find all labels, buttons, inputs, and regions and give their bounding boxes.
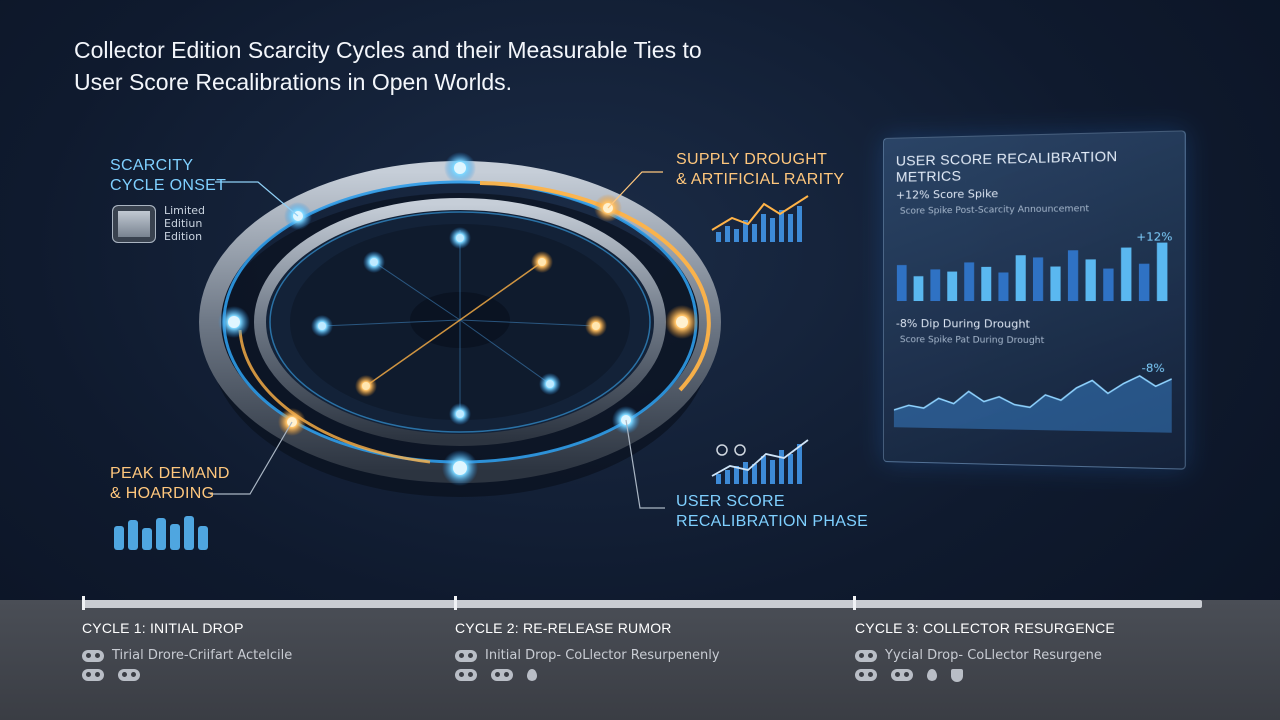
dip-subtitle: Score Spike Pat During Drought: [900, 335, 1044, 346]
crowd-hands-icon: [112, 512, 212, 552]
bar: [1139, 264, 1149, 301]
score-dip-area-chart: [894, 367, 1172, 433]
bar: [1086, 259, 1096, 301]
gamepad-icon: [891, 669, 913, 681]
area-fill: [894, 373, 1172, 433]
bar: [947, 272, 957, 301]
bar: [897, 265, 907, 301]
bar: [1121, 248, 1131, 302]
badge-line: Edition: [164, 230, 205, 243]
cycle-detail: Initial Drop- CoLlector Resurpenenly: [485, 648, 720, 663]
cycle-label: CYCLE 2: RE-RELEASE RUMOR: [455, 620, 720, 636]
gamepad-icon: [491, 669, 513, 681]
badge-line: Limited: [164, 204, 205, 217]
callout-line: SCARCITY: [110, 156, 226, 176]
callout-line: PEAK DEMAND: [110, 464, 230, 484]
gamepad-icon: [455, 669, 477, 681]
callout-supply-drought: SUPPLY DROUGHT & ARTIFICIAL RARITY: [676, 150, 844, 190]
timeline-tick: [82, 596, 85, 610]
growth-bars-icon: [712, 440, 808, 484]
panel-title: USER SCORE RECALIBRATION METRICS: [896, 146, 1185, 185]
bar: [1016, 255, 1026, 301]
gamepad-icon: [855, 650, 877, 662]
trend-bars-icon: [712, 196, 808, 242]
bar: [964, 262, 974, 301]
callout-line: SUPPLY DROUGHT: [676, 150, 844, 170]
callout-scarcity-onset: SCARCITY CYCLE ONSET: [110, 156, 226, 196]
bar: [1068, 250, 1078, 301]
gamepad-icon: [855, 669, 877, 681]
bar: [1033, 257, 1043, 301]
cycle-2: CYCLE 2: RE-RELEASE RUMOR Initial Drop- …: [455, 620, 720, 681]
timeline-bar: [82, 600, 1202, 608]
spike-heading: +12% Score Spike: [896, 187, 998, 202]
drop-icon: [927, 669, 937, 681]
timeline-tick: [853, 596, 856, 610]
drop-icon: [527, 669, 537, 681]
bar: [1050, 266, 1060, 301]
callout-line: & ARTIFICIAL RARITY: [676, 170, 844, 190]
cycle-label: CYCLE 1: INITIAL DROP: [82, 620, 292, 636]
callout-line: CYCLE ONSET: [110, 176, 226, 196]
cycle-1: CYCLE 1: INITIAL DROP Tirial Drore-Criif…: [82, 620, 292, 681]
limited-edition-badge: Limited Editiun Edition: [112, 204, 205, 243]
bar: [1103, 269, 1113, 301]
metrics-panel: USER SCORE RECALIBRATION METRICS +12% Sc…: [883, 130, 1186, 469]
badge-line: Editiun: [164, 217, 205, 230]
bar: [998, 272, 1008, 301]
cycle-label: CYCLE 3: COLLECTOR RESURGENCE: [855, 620, 1115, 636]
shield-icon: [951, 669, 963, 682]
cycle-detail: Tirial Drore-Criifart Actelcile: [112, 648, 292, 663]
collector-box-icon: [112, 205, 156, 243]
gamepad-icon: [118, 669, 140, 681]
bar: [1157, 243, 1168, 301]
gamepad-icon: [82, 650, 104, 662]
cycle-detail: Yycial Drop- CoLlector Resurgene: [885, 648, 1102, 663]
spike-subtitle: Score Spike Post-Scarcity Announcement: [900, 204, 1089, 217]
bar: [981, 267, 991, 301]
score-spike-bar-chart: [894, 236, 1172, 301]
timeline-tick: [454, 596, 457, 610]
cycle-3: CYCLE 3: COLLECTOR RESURGENCE Yycial Dro…: [855, 620, 1115, 682]
callout-recalibration: USER SCORE RECALIBRATION PHASE: [676, 492, 868, 532]
gamepad-icon: [455, 650, 477, 662]
callout-line: RECALIBRATION PHASE: [676, 512, 868, 532]
bar: [914, 276, 924, 301]
callout-peak-demand: PEAK DEMAND & HOARDING: [110, 464, 230, 504]
bar: [930, 269, 940, 301]
callout-line: & HOARDING: [110, 484, 230, 504]
callout-line: USER SCORE: [676, 492, 868, 512]
gamepad-icon: [82, 669, 104, 681]
dip-heading: -8% Dip During Drought: [896, 317, 1030, 331]
